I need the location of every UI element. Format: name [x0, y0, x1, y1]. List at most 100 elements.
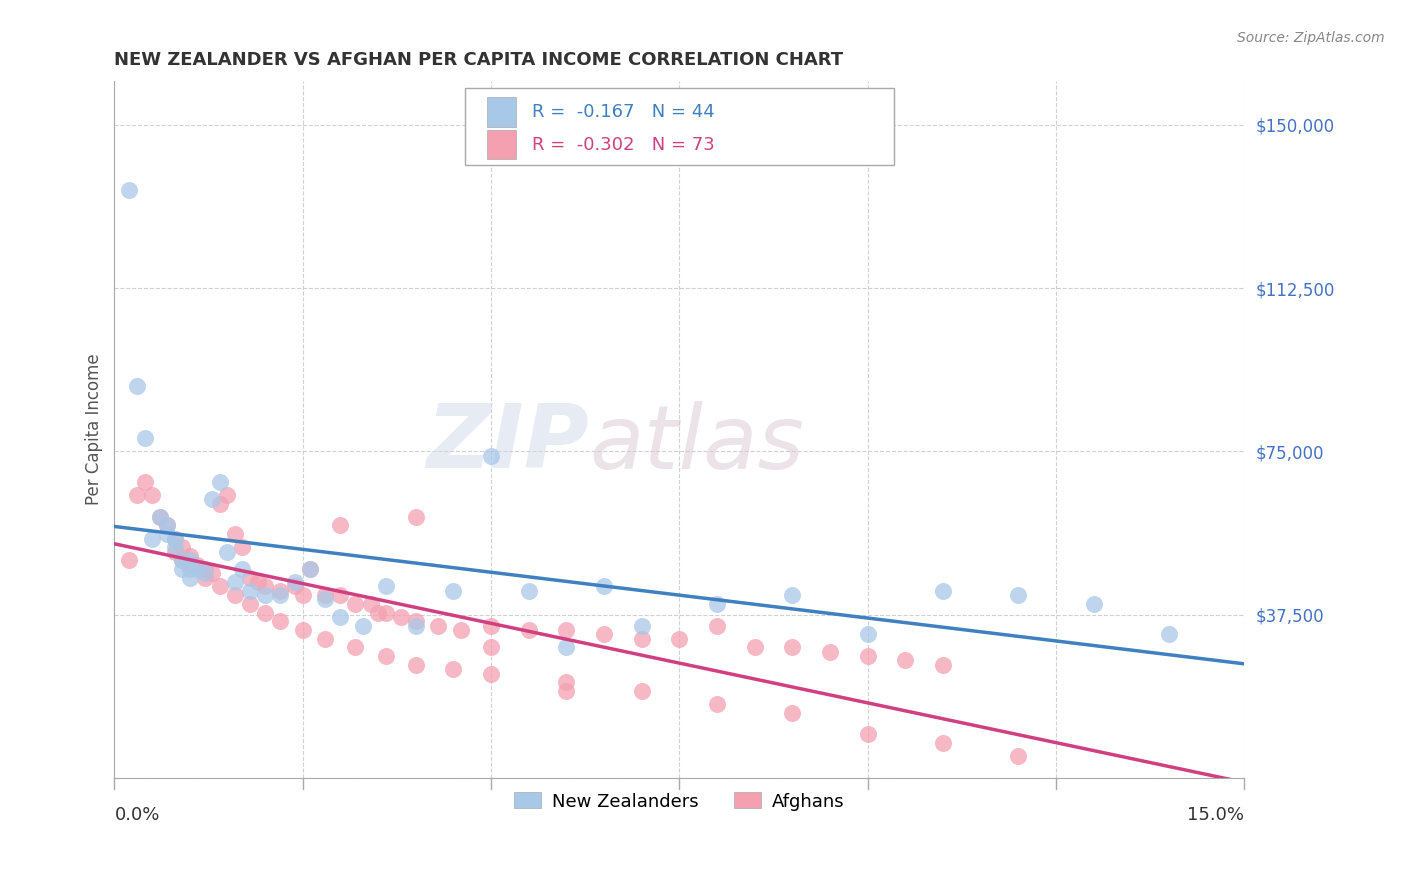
Point [856, 627, 879, 641]
Point [163, 544, 186, 558]
Point [134, 431, 156, 445]
Point [118, 183, 141, 197]
Point [517, 583, 540, 598]
Point [217, 544, 239, 558]
Point [254, 588, 277, 602]
Point [239, 597, 262, 611]
Point [555, 684, 578, 698]
Point [194, 566, 217, 581]
Point [344, 597, 367, 611]
Point [374, 579, 396, 593]
Point [405, 614, 427, 628]
Point [555, 623, 578, 637]
Point [479, 449, 502, 463]
Point [224, 588, 246, 602]
Point [208, 475, 231, 489]
Point [239, 571, 262, 585]
Point [374, 649, 396, 664]
Point [329, 610, 352, 624]
Point [555, 640, 578, 655]
Point [125, 488, 148, 502]
Point [593, 579, 616, 593]
Point [254, 579, 277, 593]
Bar [488, 130, 516, 160]
Point [141, 532, 163, 546]
Point [344, 640, 367, 655]
Point [856, 727, 879, 741]
Y-axis label: Per Capita Income: Per Capita Income [86, 354, 103, 506]
Point [141, 488, 163, 502]
Point [291, 588, 314, 602]
Point [517, 623, 540, 637]
Point [149, 509, 172, 524]
Point [1007, 588, 1029, 602]
Point [479, 640, 502, 655]
Point [856, 649, 879, 664]
Point [360, 597, 382, 611]
Point [194, 571, 217, 585]
Point [156, 527, 179, 541]
Point [374, 606, 396, 620]
Point [156, 518, 179, 533]
Point [224, 527, 246, 541]
Point [179, 571, 201, 585]
Point [125, 379, 148, 393]
Point [201, 492, 224, 507]
Point [782, 706, 804, 720]
Point [441, 583, 464, 598]
Point [172, 553, 194, 567]
Point [231, 562, 253, 576]
Point [284, 575, 307, 590]
Point [179, 558, 201, 572]
Point [291, 623, 314, 637]
Point [194, 562, 217, 576]
Point [179, 553, 201, 567]
Point [254, 606, 277, 620]
Point [1083, 597, 1105, 611]
Point [314, 592, 336, 607]
Text: R =  -0.302   N = 73: R = -0.302 N = 73 [533, 136, 716, 153]
Point [427, 618, 450, 632]
Point [706, 597, 728, 611]
Point [352, 618, 374, 632]
Point [782, 588, 804, 602]
Point [314, 632, 336, 646]
Point [163, 532, 186, 546]
Point [441, 662, 464, 676]
Point [329, 518, 352, 533]
Point [217, 488, 239, 502]
Text: atlas: atlas [589, 401, 804, 487]
Point [630, 632, 652, 646]
Point [239, 583, 262, 598]
Text: Source: ZipAtlas.com: Source: ZipAtlas.com [1237, 31, 1385, 45]
Point [284, 579, 307, 593]
Point [782, 640, 804, 655]
Point [818, 645, 841, 659]
Point [706, 618, 728, 632]
Point [1007, 749, 1029, 764]
Point [329, 588, 352, 602]
Point [201, 566, 224, 581]
Point [479, 666, 502, 681]
Point [1157, 627, 1180, 641]
Point [450, 623, 472, 637]
Point [231, 540, 253, 554]
Point [208, 497, 231, 511]
Point [163, 532, 186, 546]
Point [299, 562, 322, 576]
Text: 0.0%: 0.0% [114, 805, 160, 824]
Point [479, 618, 502, 632]
Point [186, 562, 208, 576]
FancyBboxPatch shape [464, 88, 894, 165]
Point [269, 583, 291, 598]
Point [894, 653, 917, 667]
Point [932, 657, 955, 672]
Text: NEW ZEALANDER VS AFGHAN PER CAPITA INCOME CORRELATION CHART: NEW ZEALANDER VS AFGHAN PER CAPITA INCOM… [114, 51, 844, 69]
Point [179, 562, 201, 576]
Point [224, 575, 246, 590]
Point [630, 618, 652, 632]
Point [269, 588, 291, 602]
Legend: New Zealanders, Afghans: New Zealanders, Afghans [506, 785, 852, 818]
Point [163, 540, 186, 554]
Point [246, 575, 269, 590]
